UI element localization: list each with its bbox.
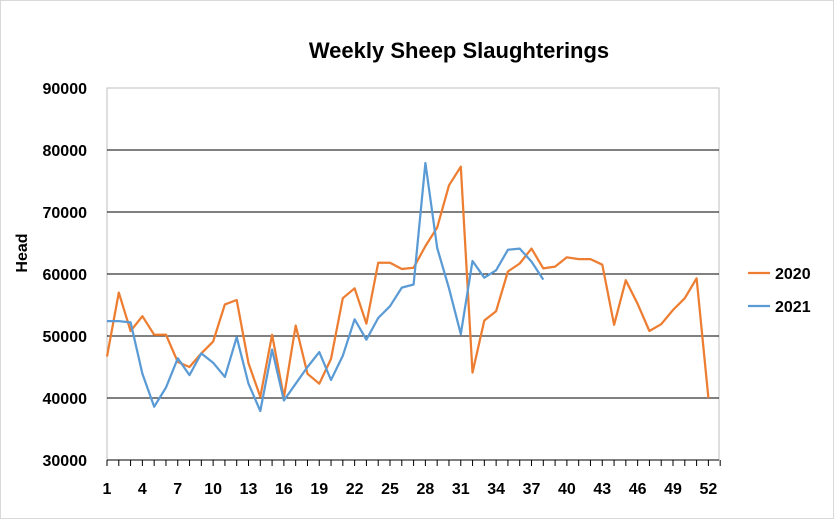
y-tick-label: 80000 [43,143,88,160]
gridlines [106,87,721,466]
x-tick-label: 46 [629,481,647,498]
x-tick-label: 25 [381,481,399,498]
x-tick-label: 4 [138,481,147,498]
x-axis-ticks: 1 4 7 10 13 16 19 22 25 28 31 34 37 40 43 46 49 52 [103,481,718,498]
y-tick-label: 30000 [43,453,88,470]
y-tick-label: 40000 [43,391,88,408]
series-line-2020 [105,165,710,399]
y-tick-label: 60000 [43,267,88,284]
legend-label-2021: 2021 [775,299,811,316]
x-tick-label: 34 [487,481,505,498]
x-tick-label: 49 [664,481,682,498]
x-tick-label: 1 [103,481,112,498]
x-tick-label: 10 [204,481,222,498]
y-tick-label: 90000 [43,81,88,98]
x-tick-label: 28 [416,481,434,498]
x-tick-label: 31 [452,481,470,498]
legend-label-2020: 2020 [775,266,811,283]
series-lines [105,161,710,413]
legend: 2020 2021 [748,266,811,316]
x-tick-label: 19 [310,481,328,498]
x-tick-label: 43 [593,481,611,498]
series-line-2021 [107,161,545,413]
x-tick-label: 16 [275,481,293,498]
x-tick-label: 40 [558,481,576,498]
x-tick-label: 22 [346,481,364,498]
x-tick-label: 7 [173,481,182,498]
y-tick-label: 50000 [43,329,88,346]
x-tick-label: 52 [699,481,717,498]
y-axis-ticks: 30000 40000 50000 60000 70000 80000 90000 [43,81,88,470]
chart-title: Weekly Sheep Slaughterings [309,38,609,63]
x-tick-label: 37 [523,481,541,498]
x-tick-label: 13 [240,481,258,498]
y-axis-label: Head [14,233,31,272]
y-tick-label: 70000 [43,205,88,222]
